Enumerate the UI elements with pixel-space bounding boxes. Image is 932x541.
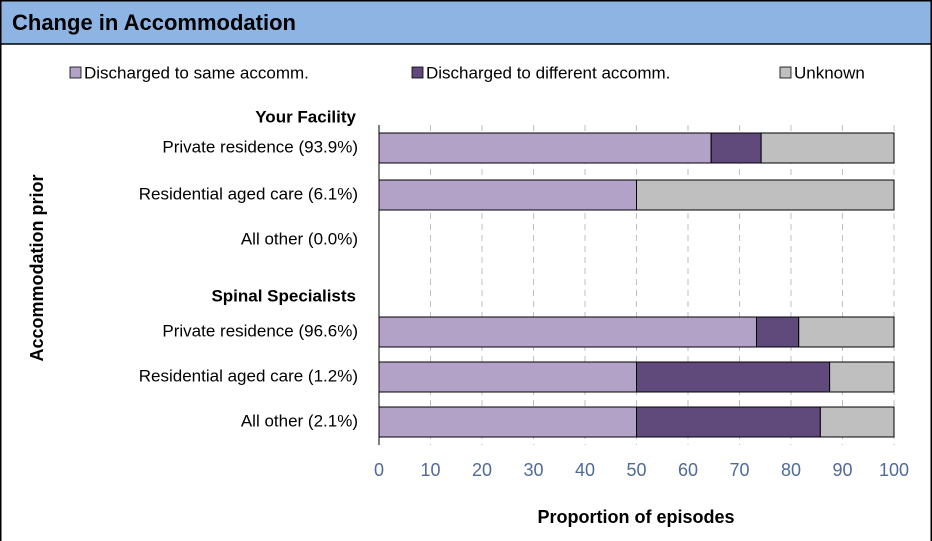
legend-swatch <box>411 66 424 79</box>
bar-segment <box>710 132 762 164</box>
bar-segment <box>829 361 895 393</box>
bar-segment <box>636 361 831 393</box>
x-tick-label: 0 <box>374 460 384 480</box>
bar-segment <box>798 316 895 348</box>
chart-title: Change in Accommodation <box>12 10 296 35</box>
y-tick-label: Private residence (93.9%) <box>162 137 358 156</box>
bar-segment <box>378 316 757 348</box>
bar-segment <box>378 361 637 393</box>
bar-segment <box>760 132 895 164</box>
y-tick-label: Residential aged care (6.1%) <box>139 184 358 203</box>
bar-segment <box>378 179 637 211</box>
bar-segment <box>755 316 800 348</box>
legend-label: Discharged to different accomm. <box>426 63 670 82</box>
x-tick-label: 90 <box>832 460 852 480</box>
legend-swatch <box>779 66 792 79</box>
x-tick-label: 60 <box>678 460 698 480</box>
x-tick-label: 100 <box>879 460 909 480</box>
y-tick-label: All other (2.1%) <box>241 411 358 430</box>
bar-segment <box>378 406 637 438</box>
y-tick-label: Private residence (96.6%) <box>162 321 358 340</box>
x-tick-label: 20 <box>472 460 492 480</box>
legend-label: Discharged to same accomm. <box>84 63 309 82</box>
x-tick-label: 40 <box>575 460 595 480</box>
y-tick-label: Residential aged care (1.2%) <box>139 366 358 385</box>
legend-swatch <box>69 66 82 79</box>
bar-segment <box>636 179 895 211</box>
x-tick-label: 80 <box>781 460 801 480</box>
bar-segment <box>636 406 821 438</box>
group-label: Your Facility <box>255 107 356 126</box>
x-tick-label: 50 <box>626 460 646 480</box>
y-axis-label: Accommodation prior <box>27 174 47 361</box>
group-label: Spinal Specialists <box>211 286 356 305</box>
x-tick-label: 30 <box>523 460 543 480</box>
legend-label: Unknown <box>794 63 865 82</box>
x-tick-label: 10 <box>420 460 440 480</box>
bar-segment <box>378 132 712 164</box>
y-tick-label: All other (0.0%) <box>241 229 358 248</box>
bar-segment <box>819 406 895 438</box>
x-axis-label: Proportion of episodes <box>537 507 734 527</box>
x-tick-label: 70 <box>729 460 749 480</box>
title-bar <box>0 0 932 44</box>
